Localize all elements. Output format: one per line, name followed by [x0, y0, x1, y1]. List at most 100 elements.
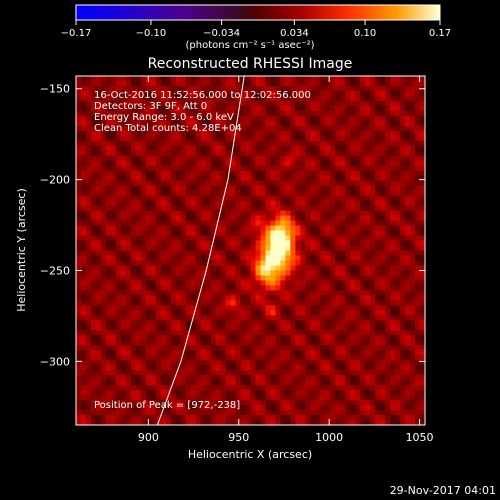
heatmap-cell [155, 360, 162, 366]
heatmap-cell [295, 390, 301, 396]
heatmap-cell [135, 335, 142, 341]
heatmap-cell [210, 350, 217, 356]
heatmap-cell [95, 140, 102, 147]
heatmap-cell [155, 95, 162, 102]
heatmap-cell [170, 245, 177, 252]
heatmap-cell [120, 235, 127, 242]
heatmap-cell [260, 260, 267, 267]
heatmap-cell [190, 250, 197, 257]
heatmap-cell [415, 185, 421, 192]
heatmap-cell [335, 230, 341, 237]
heatmap-cell [245, 385, 252, 391]
heatmap-cell [415, 280, 421, 286]
heatmap-cell [235, 280, 242, 286]
heatmap-cell [385, 330, 391, 336]
heatmap-cell [250, 365, 257, 371]
heatmap-cell [245, 305, 252, 311]
heatmap-cell [250, 185, 257, 192]
heatmap-cell [110, 150, 117, 157]
heatmap-cell [390, 315, 396, 321]
heatmap-cell [275, 395, 282, 401]
heatmap-cell [120, 310, 127, 316]
heatmap-cell [290, 105, 296, 112]
heatmap-cell [200, 85, 207, 92]
heatmap-cell [115, 255, 122, 262]
heatmap-cell [160, 320, 167, 326]
heatmap-cell [420, 325, 425, 331]
heatmap-cell [330, 145, 336, 152]
heatmap-cell [405, 80, 411, 87]
heatmap-cell [250, 375, 257, 381]
heatmap-cell [135, 190, 142, 197]
heatmap-cell [255, 210, 262, 217]
heatmap-cell [260, 115, 267, 122]
heatmap-cell [380, 370, 386, 376]
heatmap-cell [285, 225, 291, 232]
heatmap-cell [380, 240, 386, 247]
heatmap-cell [100, 165, 107, 172]
heatmap-cell [140, 355, 147, 361]
heatmap-cell [110, 405, 117, 411]
heatmap-cell [125, 360, 132, 366]
heatmap-cell [385, 400, 391, 406]
heatmap-cell [245, 275, 252, 282]
heatmap-cell [260, 295, 267, 301]
heatmap-cell [255, 255, 262, 262]
heatmap-cell [230, 150, 237, 157]
heatmap-cell [200, 310, 207, 316]
heatmap-cell [140, 415, 147, 421]
heatmap-cell [250, 105, 257, 112]
heatmap-cell [225, 395, 232, 401]
heatmap-cell [265, 260, 272, 267]
heatmap-cell [325, 380, 331, 386]
heatmap-cell [76, 385, 82, 391]
heatmap-cell [370, 270, 376, 277]
heatmap-cell [135, 150, 142, 157]
heatmap-cell [105, 355, 112, 361]
heatmap-cell [320, 420, 326, 425]
heatmap-cell [260, 235, 267, 242]
heatmap-cell [310, 335, 316, 341]
heatmap-cell [295, 76, 301, 82]
heatmap-cell [390, 365, 396, 371]
heatmap-cell [200, 200, 207, 207]
heatmap-cell [95, 195, 102, 202]
heatmap-cell [100, 395, 107, 401]
heatmap-cell [190, 310, 197, 316]
heatmap-cell [240, 115, 247, 122]
heatmap-cell [260, 220, 267, 227]
heatmap-cell [185, 100, 192, 107]
heatmap-cell [415, 175, 421, 182]
heatmap-cell [380, 200, 386, 207]
heatmap-cell [420, 190, 425, 197]
heatmap-cell [250, 260, 257, 267]
heatmap-cell [275, 205, 282, 212]
heatmap-cell [185, 305, 192, 311]
heatmap-cell [225, 390, 232, 396]
heatmap-cell [300, 165, 306, 172]
heatmap-cell [400, 85, 406, 92]
heatmap-cell [175, 280, 182, 286]
heatmap-cell [95, 90, 102, 97]
heatmap-cell [76, 390, 82, 396]
heatmap-cell [355, 100, 361, 107]
heatmap-cell [220, 325, 227, 331]
heatmap-cell [390, 195, 396, 202]
heatmap-cell [310, 345, 316, 351]
heatmap-cell [250, 330, 257, 336]
heatmap-cell [185, 130, 192, 137]
heatmap-cell [150, 115, 157, 122]
heatmap-cell [90, 390, 97, 396]
heatmap-cell [390, 390, 396, 396]
heatmap-cell [76, 275, 82, 282]
heatmap-cell [410, 185, 416, 192]
heatmap-cell [365, 385, 371, 391]
heatmap-cell [400, 365, 406, 371]
heatmap-cell [245, 320, 252, 326]
heatmap-cell [110, 95, 117, 102]
heatmap-cell [255, 190, 262, 197]
heatmap-cell [395, 115, 401, 122]
heatmap-cell [250, 160, 257, 167]
heatmap-cell [410, 285, 416, 291]
heatmap-cell [220, 380, 227, 386]
